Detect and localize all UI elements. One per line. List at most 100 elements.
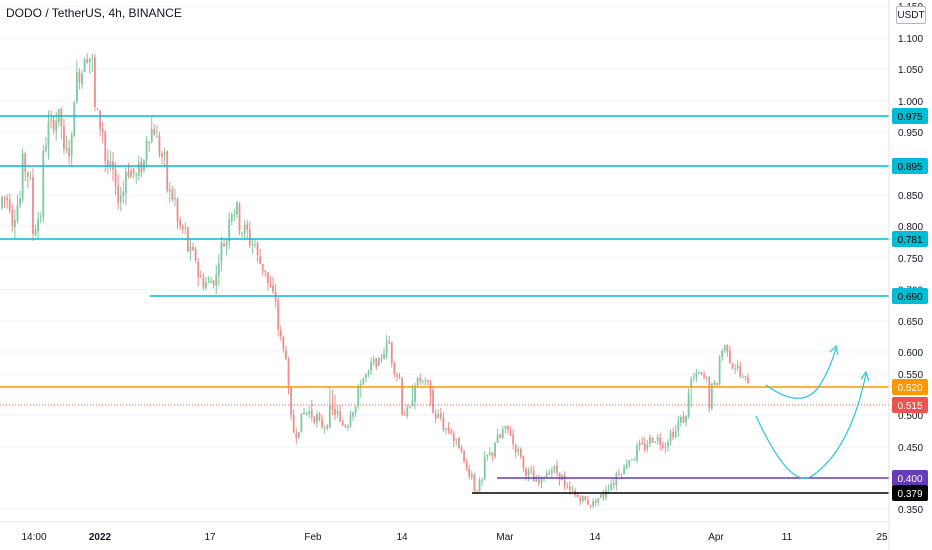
candle-body xyxy=(63,126,65,149)
time-tick-label: Feb xyxy=(304,532,322,543)
candle-body xyxy=(70,134,73,156)
candle-body xyxy=(256,243,259,255)
candle-body xyxy=(166,151,169,191)
candle-body xyxy=(99,110,101,129)
candle-body xyxy=(243,225,246,234)
candle-body xyxy=(447,427,450,432)
price-tick-label: 1.050 xyxy=(898,65,923,76)
candle-body xyxy=(380,357,383,359)
candle-body xyxy=(357,385,360,406)
candle-body xyxy=(305,412,308,414)
candle-body xyxy=(316,414,318,423)
candle-body xyxy=(695,372,698,378)
candle-body xyxy=(352,412,354,417)
candle-body xyxy=(225,242,228,246)
candle-body xyxy=(290,387,293,416)
candle-body xyxy=(362,378,365,385)
price-axis[interactable]: 0.3500.4500.5000.5500.6000.6500.7000.750… xyxy=(898,2,923,516)
candle-body xyxy=(726,344,729,352)
candle-body xyxy=(241,232,243,234)
candle-body xyxy=(419,377,422,382)
candle-body xyxy=(11,210,14,226)
candle-body xyxy=(393,362,396,375)
candle-body xyxy=(346,426,349,428)
candle-body xyxy=(667,442,669,447)
candle-body xyxy=(19,198,21,206)
price-badges: 0.975 0.895 0.781 0.690 0.520 0.400 0.379 0.515 xyxy=(892,108,928,501)
candle-body xyxy=(24,153,27,172)
candle-body xyxy=(584,496,587,501)
candle-body xyxy=(297,431,300,438)
candle-body xyxy=(14,219,16,227)
candle-body xyxy=(375,358,378,367)
candle-body xyxy=(367,371,370,374)
price-badge-label: 0.520 xyxy=(897,383,922,394)
candle-body xyxy=(674,430,677,437)
candle-body xyxy=(279,330,282,337)
candle-body xyxy=(199,275,202,278)
candle-body xyxy=(522,456,525,468)
projection-curve-long xyxy=(755,373,867,479)
candle-body xyxy=(3,197,6,199)
candle-body xyxy=(473,474,476,491)
candle-body xyxy=(174,198,176,200)
time-tick-label: 17 xyxy=(204,532,216,543)
candle-body xyxy=(370,362,373,372)
candle-body xyxy=(122,191,125,196)
candle-body xyxy=(101,128,104,132)
candle-body xyxy=(52,119,55,130)
price-badge: 0.515 xyxy=(892,397,928,413)
candle-body xyxy=(261,264,264,272)
price-badge: 0.520 xyxy=(892,379,928,395)
projection-arrowhead xyxy=(829,344,839,356)
candle-body xyxy=(88,58,91,63)
candle-body xyxy=(463,450,465,462)
candle-body xyxy=(349,415,352,427)
candle-body xyxy=(21,153,24,200)
candle-body xyxy=(310,410,313,418)
candle-body xyxy=(401,377,404,415)
candle-body xyxy=(313,416,316,423)
currency-button[interactable]: USDT xyxy=(896,6,926,24)
time-tick-label: 25 xyxy=(876,532,888,543)
candle-body xyxy=(718,356,721,385)
candle-body xyxy=(125,171,127,194)
candle-body xyxy=(656,437,659,442)
price-badge-label: 0.690 xyxy=(897,292,922,303)
candle-body xyxy=(328,405,331,428)
candle-body xyxy=(65,146,68,150)
candle-body xyxy=(677,421,680,431)
candle-body xyxy=(29,177,32,179)
price-badge: 0.895 xyxy=(892,158,928,174)
candle-body xyxy=(254,244,256,246)
candle-body xyxy=(602,494,605,498)
candle-body xyxy=(700,372,703,374)
candle-body xyxy=(135,174,138,176)
price-badge-label: 0.781 xyxy=(897,235,922,246)
candle-body xyxy=(445,428,447,430)
candle-body xyxy=(155,136,158,138)
candle-body xyxy=(176,198,179,222)
candle-body xyxy=(553,466,556,471)
candle-body xyxy=(470,474,473,477)
candle-body xyxy=(597,498,600,503)
candle-body xyxy=(50,119,52,121)
candle-body xyxy=(1,196,3,208)
candle-body xyxy=(303,412,305,415)
candle-body xyxy=(491,452,494,456)
candle-body xyxy=(323,426,326,428)
candle-body xyxy=(137,162,140,176)
time-tick-label: 14:00 xyxy=(21,532,46,543)
candle-body xyxy=(150,128,153,143)
price-badge: 0.379 xyxy=(892,485,928,501)
candle-body xyxy=(548,472,551,475)
candle-body xyxy=(721,350,724,358)
candle-body xyxy=(194,248,197,261)
candle-body xyxy=(649,437,651,444)
candle-body xyxy=(550,470,553,474)
candle-body xyxy=(509,430,512,436)
projection-arrowhead xyxy=(860,370,870,382)
time-axis[interactable]: 14:00 2022 17 Feb 14 Mar 14 Apr 11 25 xyxy=(21,532,888,543)
candle-body xyxy=(594,500,597,503)
